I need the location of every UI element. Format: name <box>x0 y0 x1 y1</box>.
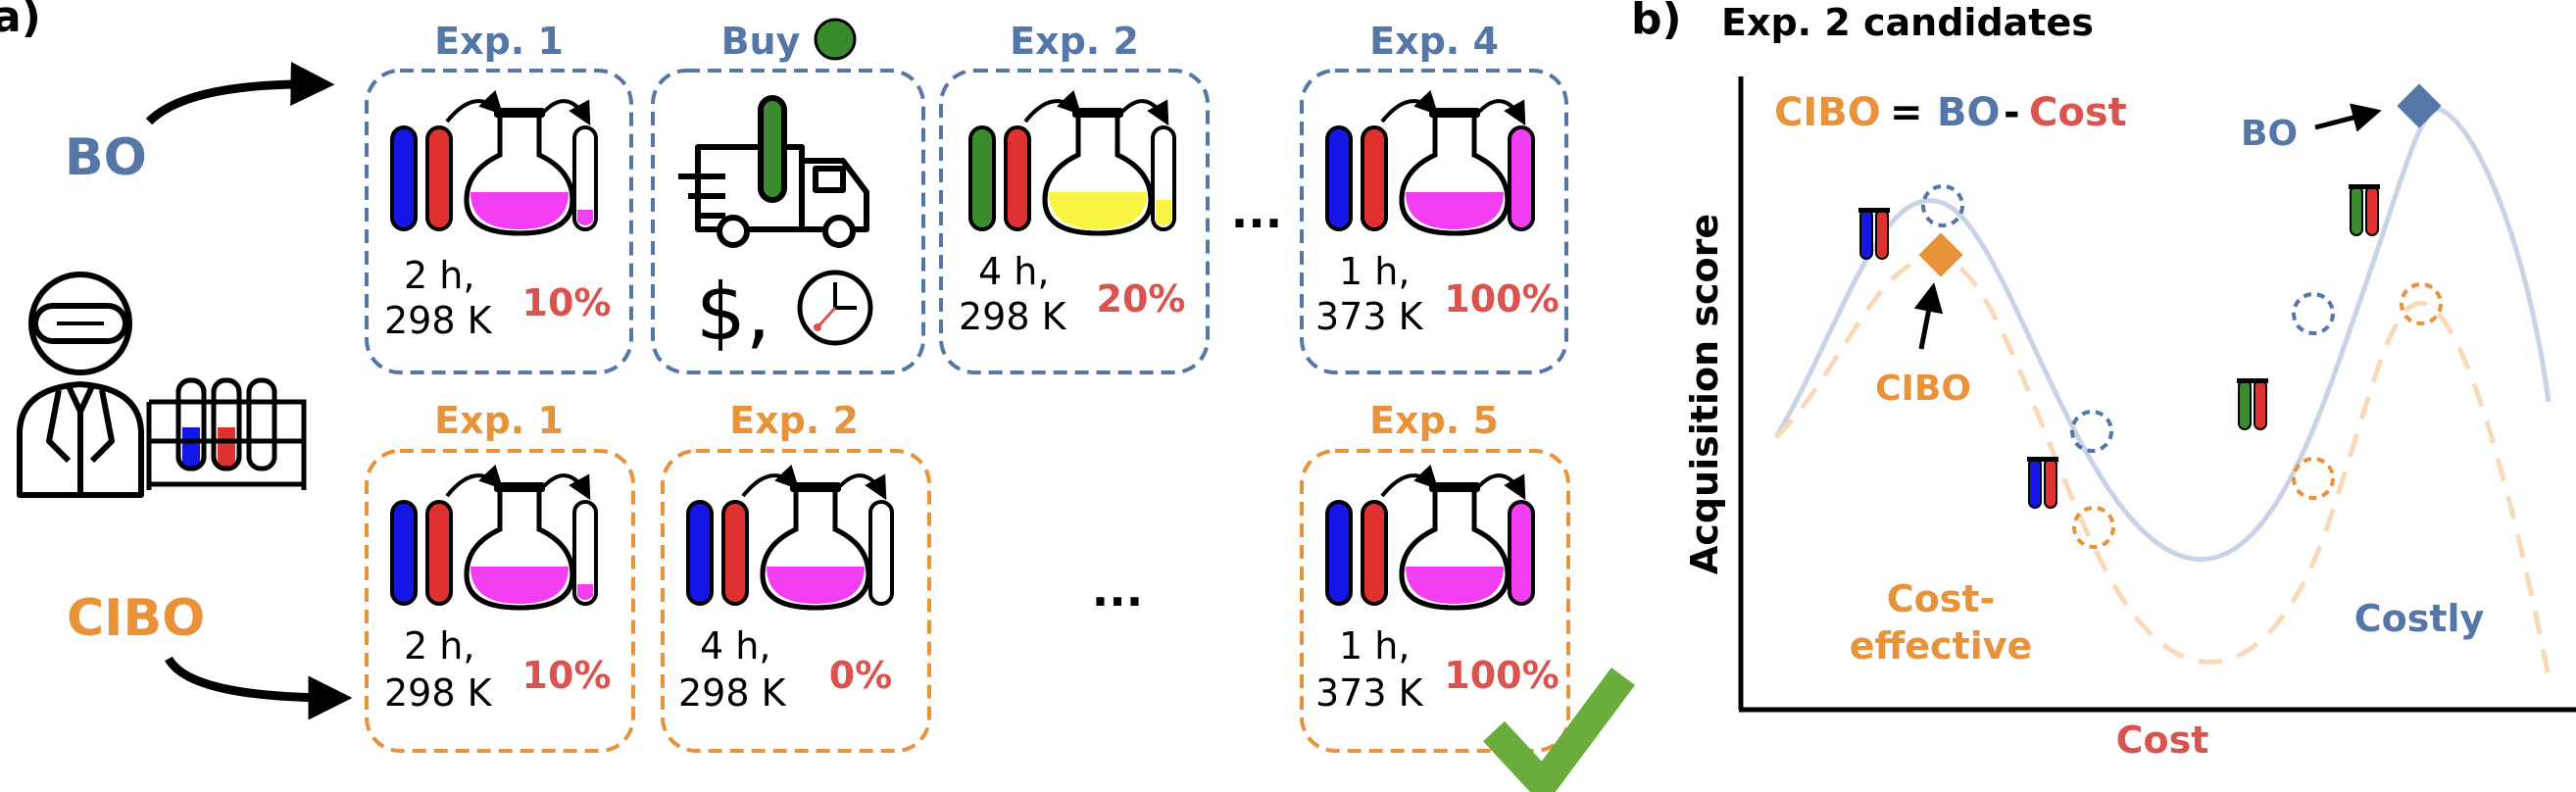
cibo-exp2-yield: 0% <box>829 654 893 697</box>
x-axis-label: Cost <box>2116 718 2209 762</box>
cibo-exp2-time: 4 h, <box>700 624 770 668</box>
bo-exp4-card: Exp. 4 1 h, 373 K 100% <box>1300 20 1568 374</box>
equation-minus: - <box>2004 90 2020 135</box>
delivery-truck-icon <box>678 95 869 248</box>
panel-b-label: b) <box>1631 0 1682 44</box>
bo-arrow <box>145 62 335 125</box>
reaction-icon <box>686 464 894 611</box>
bo-exp2-temp: 298 K <box>959 295 1067 338</box>
bo-pointer-label: BO <box>2241 114 2298 154</box>
cibo-candidate-circle <box>2072 506 2115 549</box>
test-tube-rack-icon <box>146 377 307 490</box>
cibo-candidate-circle <box>2292 457 2335 500</box>
bo-exp1-time: 2 h, <box>404 254 474 297</box>
cibo-max-marker <box>1918 232 1963 277</box>
bo-exp1-yield: 10% <box>522 281 612 324</box>
bo-exp1-temp: 298 K <box>384 299 493 342</box>
buy-title: Buy <box>721 20 801 63</box>
equation-cost: Cost <box>2029 90 2127 135</box>
bo-exp4-title: Exp. 4 <box>1369 20 1499 63</box>
bo-exp2-yield: 20% <box>1097 277 1186 321</box>
money-symbol: $, <box>696 267 770 358</box>
bo-candidate-circle <box>2070 410 2113 453</box>
bo-pointer-arrow <box>2314 103 2382 132</box>
bo-exp2-title: Exp. 2 <box>1010 20 1139 63</box>
green-red-tubes-icon <box>2349 184 2380 236</box>
cibo-pointer-arrow <box>1913 282 1944 350</box>
reaction-icon <box>1325 464 1535 611</box>
reaction-icon <box>968 89 1176 236</box>
clock-icon <box>797 270 873 346</box>
bo-label: BO <box>65 128 147 187</box>
cibo-exp1-time: 2 h, <box>404 624 474 668</box>
bo-exp2-card: Exp. 2 4 h, 298 K 20% <box>939 20 1210 374</box>
reaction-icon <box>390 89 598 236</box>
reaction-icon <box>1325 89 1535 236</box>
costly-label: Costly <box>2354 597 2485 640</box>
panel-b-title: Exp. 2 candidates <box>1721 1 2094 44</box>
cibo-exp1-yield: 10% <box>522 654 612 697</box>
bo-ellipsis: ... <box>1231 185 1282 238</box>
cibo-ellipsis: ... <box>1092 564 1143 617</box>
check-icon <box>1482 668 1636 792</box>
bo-exp4-yield: 100% <box>1444 277 1559 321</box>
bo-exp4-time: 1 h, <box>1339 250 1410 293</box>
bo-max-marker <box>2397 83 2442 128</box>
bo-candidate-circle <box>1921 184 1964 227</box>
panel-a-label: a) <box>0 0 41 42</box>
cibo-equation: CIBO = BO - Cost <box>1774 90 2127 135</box>
bo-exp2-time: 4 h, <box>978 250 1049 293</box>
scientist-icon <box>17 272 144 498</box>
equation-equals: = <box>1890 90 1923 135</box>
cibo-exp5-temp: 373 K <box>1315 671 1424 715</box>
cibo-exp1-title: Exp. 1 <box>434 399 564 442</box>
bo-acquisition-curve <box>1773 106 2551 562</box>
cibo-exp5-card: Exp. 5 1 h, 373 K 100% <box>1300 399 1570 753</box>
bo-exp4-temp: 373 K <box>1315 295 1424 338</box>
bo-exp1-card: Exp. 1 2 h, 298 K 10% <box>365 20 633 374</box>
cibo-label: CIBO <box>67 589 205 648</box>
reaction-icon <box>390 464 598 611</box>
green-red-tubes-icon <box>2237 378 2268 430</box>
cost-effective-label-1: Cost- <box>1887 577 1996 620</box>
cibo-exp2-card: Exp. 2 4 h, 298 K 0% <box>661 399 931 753</box>
y-axis-label: Acquisition score <box>1683 214 1726 574</box>
cibo-exp1-card: Exp. 1 2 h, 298 K 10% <box>365 399 635 753</box>
cibo-exp2-title: Exp. 2 <box>729 399 859 442</box>
bo-exp1-title: Exp. 1 <box>434 20 564 63</box>
blue-red-tubes-icon <box>2027 457 2058 509</box>
cibo-arrow <box>165 656 353 720</box>
bo-candidate-circle <box>2292 292 2335 335</box>
bo-buy-card: Buy $, <box>651 18 925 374</box>
cibo-exp5-yield: 100% <box>1444 654 1559 697</box>
cibo-candidate-circle <box>2400 282 2443 325</box>
cibo-pointer-label: CIBO <box>1875 369 1971 409</box>
cibo-exp2-temp: 298 K <box>678 671 787 715</box>
equation-bo: BO <box>1937 90 2001 135</box>
cibo-exp5-time: 1 h, <box>1339 624 1410 668</box>
cibo-exp1-temp: 298 K <box>384 671 493 715</box>
cost-effective-label-2: effective <box>1850 624 2033 668</box>
blue-red-tubes-icon <box>1858 208 1890 260</box>
cibo-exp5-title: Exp. 5 <box>1369 399 1499 442</box>
equation-cibo: CIBO <box>1774 90 1881 135</box>
green-reagent-icon <box>814 18 857 61</box>
